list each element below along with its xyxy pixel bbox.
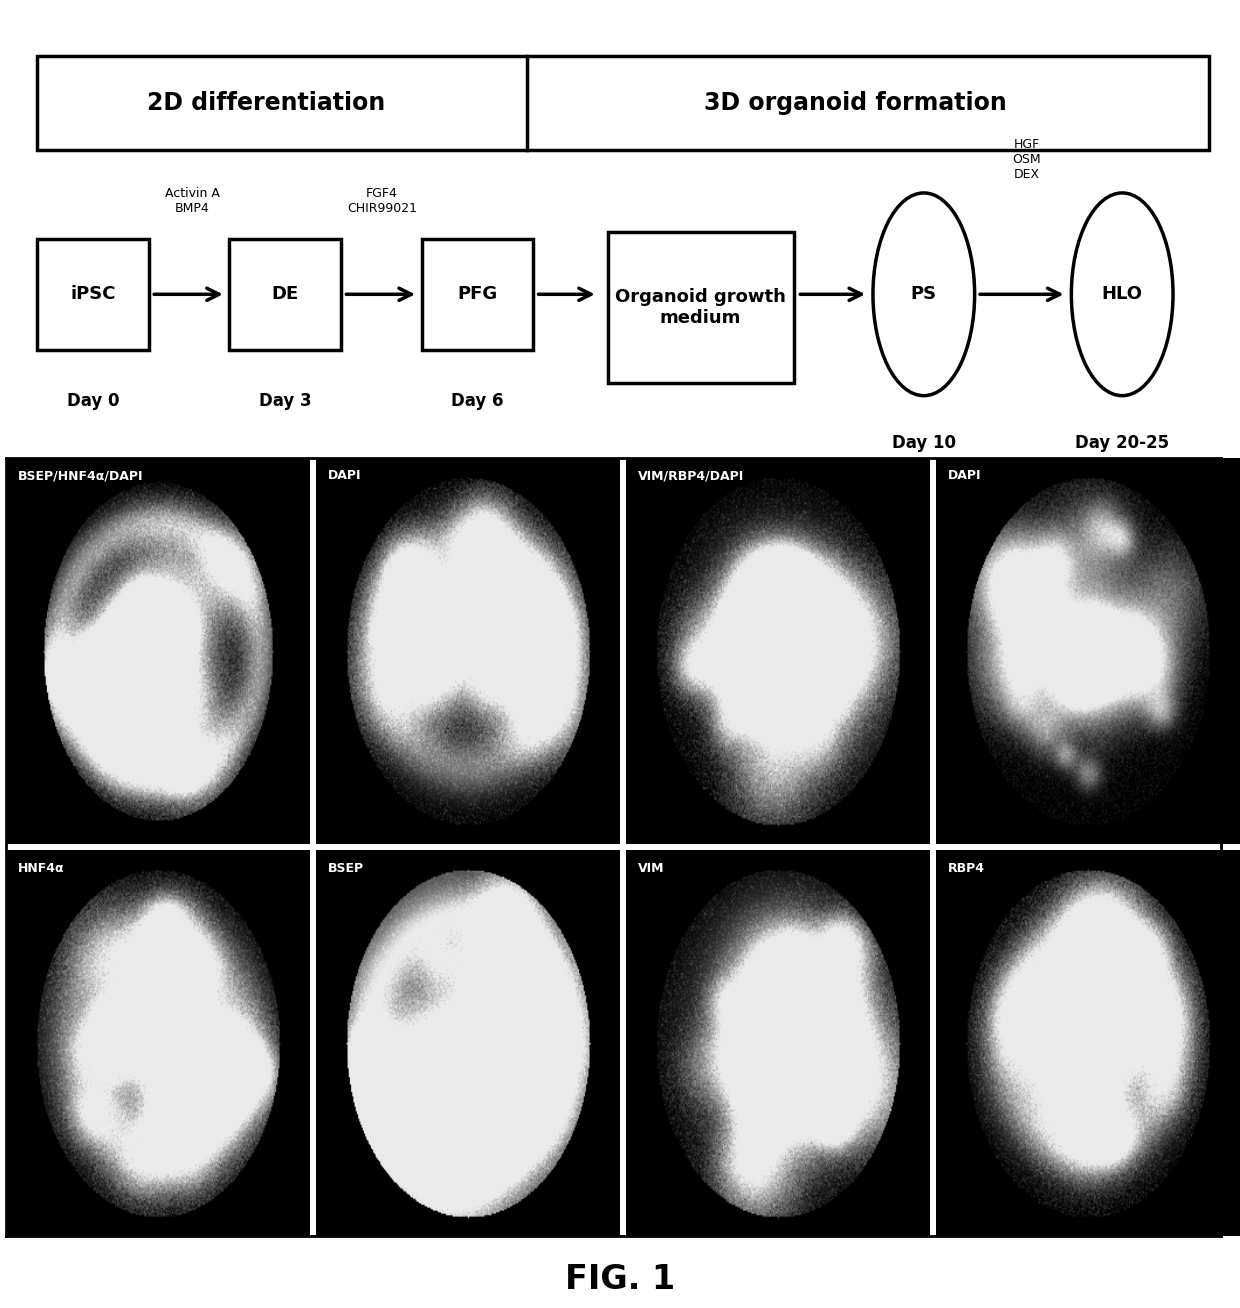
- Text: RBP4: RBP4: [949, 862, 986, 875]
- Text: PFG: PFG: [458, 285, 497, 303]
- Text: HNF4α: HNF4α: [19, 862, 64, 875]
- Text: BSEP/HNF4α/DAPI: BSEP/HNF4α/DAPI: [19, 470, 144, 483]
- Text: VIM/RBP4/DAPI: VIM/RBP4/DAPI: [639, 470, 744, 483]
- FancyBboxPatch shape: [422, 238, 533, 349]
- Text: VIM: VIM: [639, 862, 665, 875]
- FancyBboxPatch shape: [229, 238, 341, 349]
- Text: DAPI: DAPI: [949, 470, 982, 483]
- Text: 3D organoid formation: 3D organoid formation: [704, 92, 1007, 115]
- Text: Activin A
BMP4: Activin A BMP4: [165, 187, 219, 215]
- FancyBboxPatch shape: [37, 56, 1209, 150]
- Text: Day 0: Day 0: [67, 392, 119, 411]
- Text: HLO: HLO: [1101, 285, 1143, 303]
- Ellipse shape: [1071, 192, 1173, 395]
- Text: BSEP: BSEP: [329, 862, 365, 875]
- Text: FGF4
CHIR99021: FGF4 CHIR99021: [347, 187, 417, 215]
- FancyBboxPatch shape: [608, 233, 794, 382]
- Text: DAPI: DAPI: [329, 470, 362, 483]
- Text: FIG. 1: FIG. 1: [565, 1262, 675, 1296]
- Text: Day 20-25: Day 20-25: [1075, 434, 1169, 453]
- Text: PS: PS: [910, 285, 937, 303]
- Text: Day 6: Day 6: [451, 392, 503, 411]
- FancyBboxPatch shape: [37, 238, 149, 349]
- Text: Organoid growth
medium: Organoid growth medium: [615, 288, 786, 327]
- Text: Day 3: Day 3: [259, 392, 311, 411]
- Text: 2D differentiation: 2D differentiation: [148, 92, 386, 115]
- Text: HGF
OSM
DEX: HGF OSM DEX: [1012, 137, 1042, 181]
- Text: Day 10: Day 10: [892, 434, 956, 453]
- Ellipse shape: [873, 192, 975, 395]
- Text: iPSC: iPSC: [71, 285, 115, 303]
- Text: DE: DE: [272, 285, 299, 303]
